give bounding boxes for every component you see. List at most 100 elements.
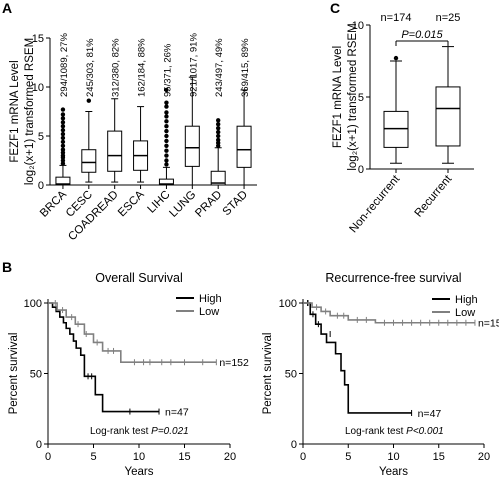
log-rank-test-text: Log-rank test [90,426,151,437]
box-iqr [236,125,252,168]
box-outlier-point [60,107,66,112]
x-tick-label: 0 [300,451,306,463]
box-outlier-point [164,128,169,134]
y-axis-label-line1: FEZF1 mRNA Level [9,60,21,162]
box-outlier-point [164,148,169,153]
y-axis-label-line2: log₂(x+1) transformed RSEM [347,23,359,170]
box-outlier-point [164,104,169,109]
panel-label-b: B [2,259,12,275]
n-label-high: n=47 [418,408,442,420]
legend-label-low: Low [455,307,475,319]
box-outlier-point [164,87,169,93]
y-tick-label: 15 [32,33,44,45]
km-curve-low [48,302,217,364]
x-tick-label: 20 [478,451,490,463]
box-outlier-point [60,139,66,145]
km-curve-low [303,302,475,324]
count-annotation: 95/371, 26% [162,43,173,97]
x-tick-label: STAD [221,189,251,219]
panel-label-a: A [2,0,12,16]
y-axis-label-line2: log₂(x+1) transformed RSEM [24,38,36,185]
box-outlier-point [215,125,221,131]
box-iqr [435,86,461,147]
n-label-low: n=152 [478,318,499,330]
n-label-high: n=47 [165,407,189,419]
y-tick-label: 50 [30,369,42,381]
panel-c-boxplot: 0 5 10 FEZF1 mRNA Level log₂(x+1) transforme… [332,12,474,235]
x-tick-label: 5 [90,451,96,463]
log-rank-label: Log-rank test P<0.001 [345,426,444,437]
y-axis-label: Percent survival [8,333,20,415]
box-outlier-point [60,124,66,129]
panel-a-boxplot: 0 5 10 15 FEZF1 mRNA Level log₂(x+1) transfor… [9,33,257,243]
log-rank-label: Log-rank test P=0.021 [90,426,189,437]
box-outlier-point [164,133,169,139]
count-annotation: 243/497, 49% [214,38,225,97]
y-tick-label: 0 [36,439,42,451]
count-annotation: 312/380, 82% [111,38,122,97]
count-annotation: 162/184, 88% [137,38,148,97]
group-count-label: n=25 [436,12,461,24]
box-outlier-point [215,133,221,139]
panel-label-c: C [330,0,340,16]
box-outlier-point [60,135,66,141]
box-outlier-point [60,127,66,133]
box-outlier-point [60,116,66,121]
y-tick-label: 50 [285,369,297,381]
y-tick-label: 0 [291,439,297,451]
x-tick-label: 10 [133,451,145,463]
box-outlier-point [60,120,66,125]
x-tick-label: PRAD [193,189,224,220]
box-outlier-point [86,98,92,103]
y-tick-label: 5 [38,131,44,143]
box-outlier-point [164,124,169,129]
y-tick-label: 100 [279,298,297,310]
box-iqr [184,125,200,167]
box-outlier-point [393,55,399,61]
y-axis-label-line1: FEZF1 mRNA Level [332,46,344,148]
chart-title: Overall Survival [95,271,183,285]
log-rank-test-text: Log-rank test [345,426,406,437]
chart-title: Recurrence-free survival [325,271,461,285]
x-axis-label: Years [379,466,408,478]
x-axis-label: Years [125,466,154,478]
x-tick-label: 10 [387,451,399,463]
x-tick-label: 15 [178,451,190,463]
box-outlier-point [60,143,66,148]
x-tick-label: 0 [45,451,51,463]
box-iqr [81,149,97,173]
x-tick-label: Non-recurrent [347,173,402,236]
y-tick-label: 100 [24,298,42,310]
n-label-low: n=152 [219,357,249,369]
box-outlier-point [164,153,169,158]
y-tick-label: 10 [352,20,364,32]
km-curve-high [303,302,412,414]
log-rank-p-value: P<0.001 [406,426,444,437]
y-tick-label: 0 [358,164,364,176]
y-tick-label: 10 [32,82,44,94]
box-outlier-point [215,122,221,127]
y-tick-label: 0 [38,180,44,192]
panel-b-recurrence-free-survival: Recurrence-free survival 0 50 100 0 5 10 15 20 Ye… [262,271,499,478]
box-outlier-point [60,147,66,152]
x-tick-label: BRCA [38,188,69,219]
box-outlier-point [60,112,66,117]
box-outlier-point [164,100,169,105]
panel-b-overall-survival: Overall Survival 0 50 100 0 5 10 15 20 Years Perce… [8,271,249,478]
box-outlier-point [164,143,169,148]
x-tick-label: 5 [345,451,351,463]
group-count-label: n=174 [381,12,412,24]
box-outlier-point [164,119,169,124]
box-outlier-point [164,138,169,144]
box-outlier-point [60,131,66,137]
box-outlier-point [164,158,169,163]
legend-label-high: High [199,293,222,305]
y-tick-label: 5 [358,92,364,104]
x-tick-label: 20 [224,451,236,463]
box-outlier-point [164,162,169,167]
x-tick-label: LUNG [167,189,198,220]
box-outlier-point [164,114,169,119]
count-annotation: 245/303, 81% [85,38,96,97]
x-tick-label: Recurrent [413,173,455,220]
